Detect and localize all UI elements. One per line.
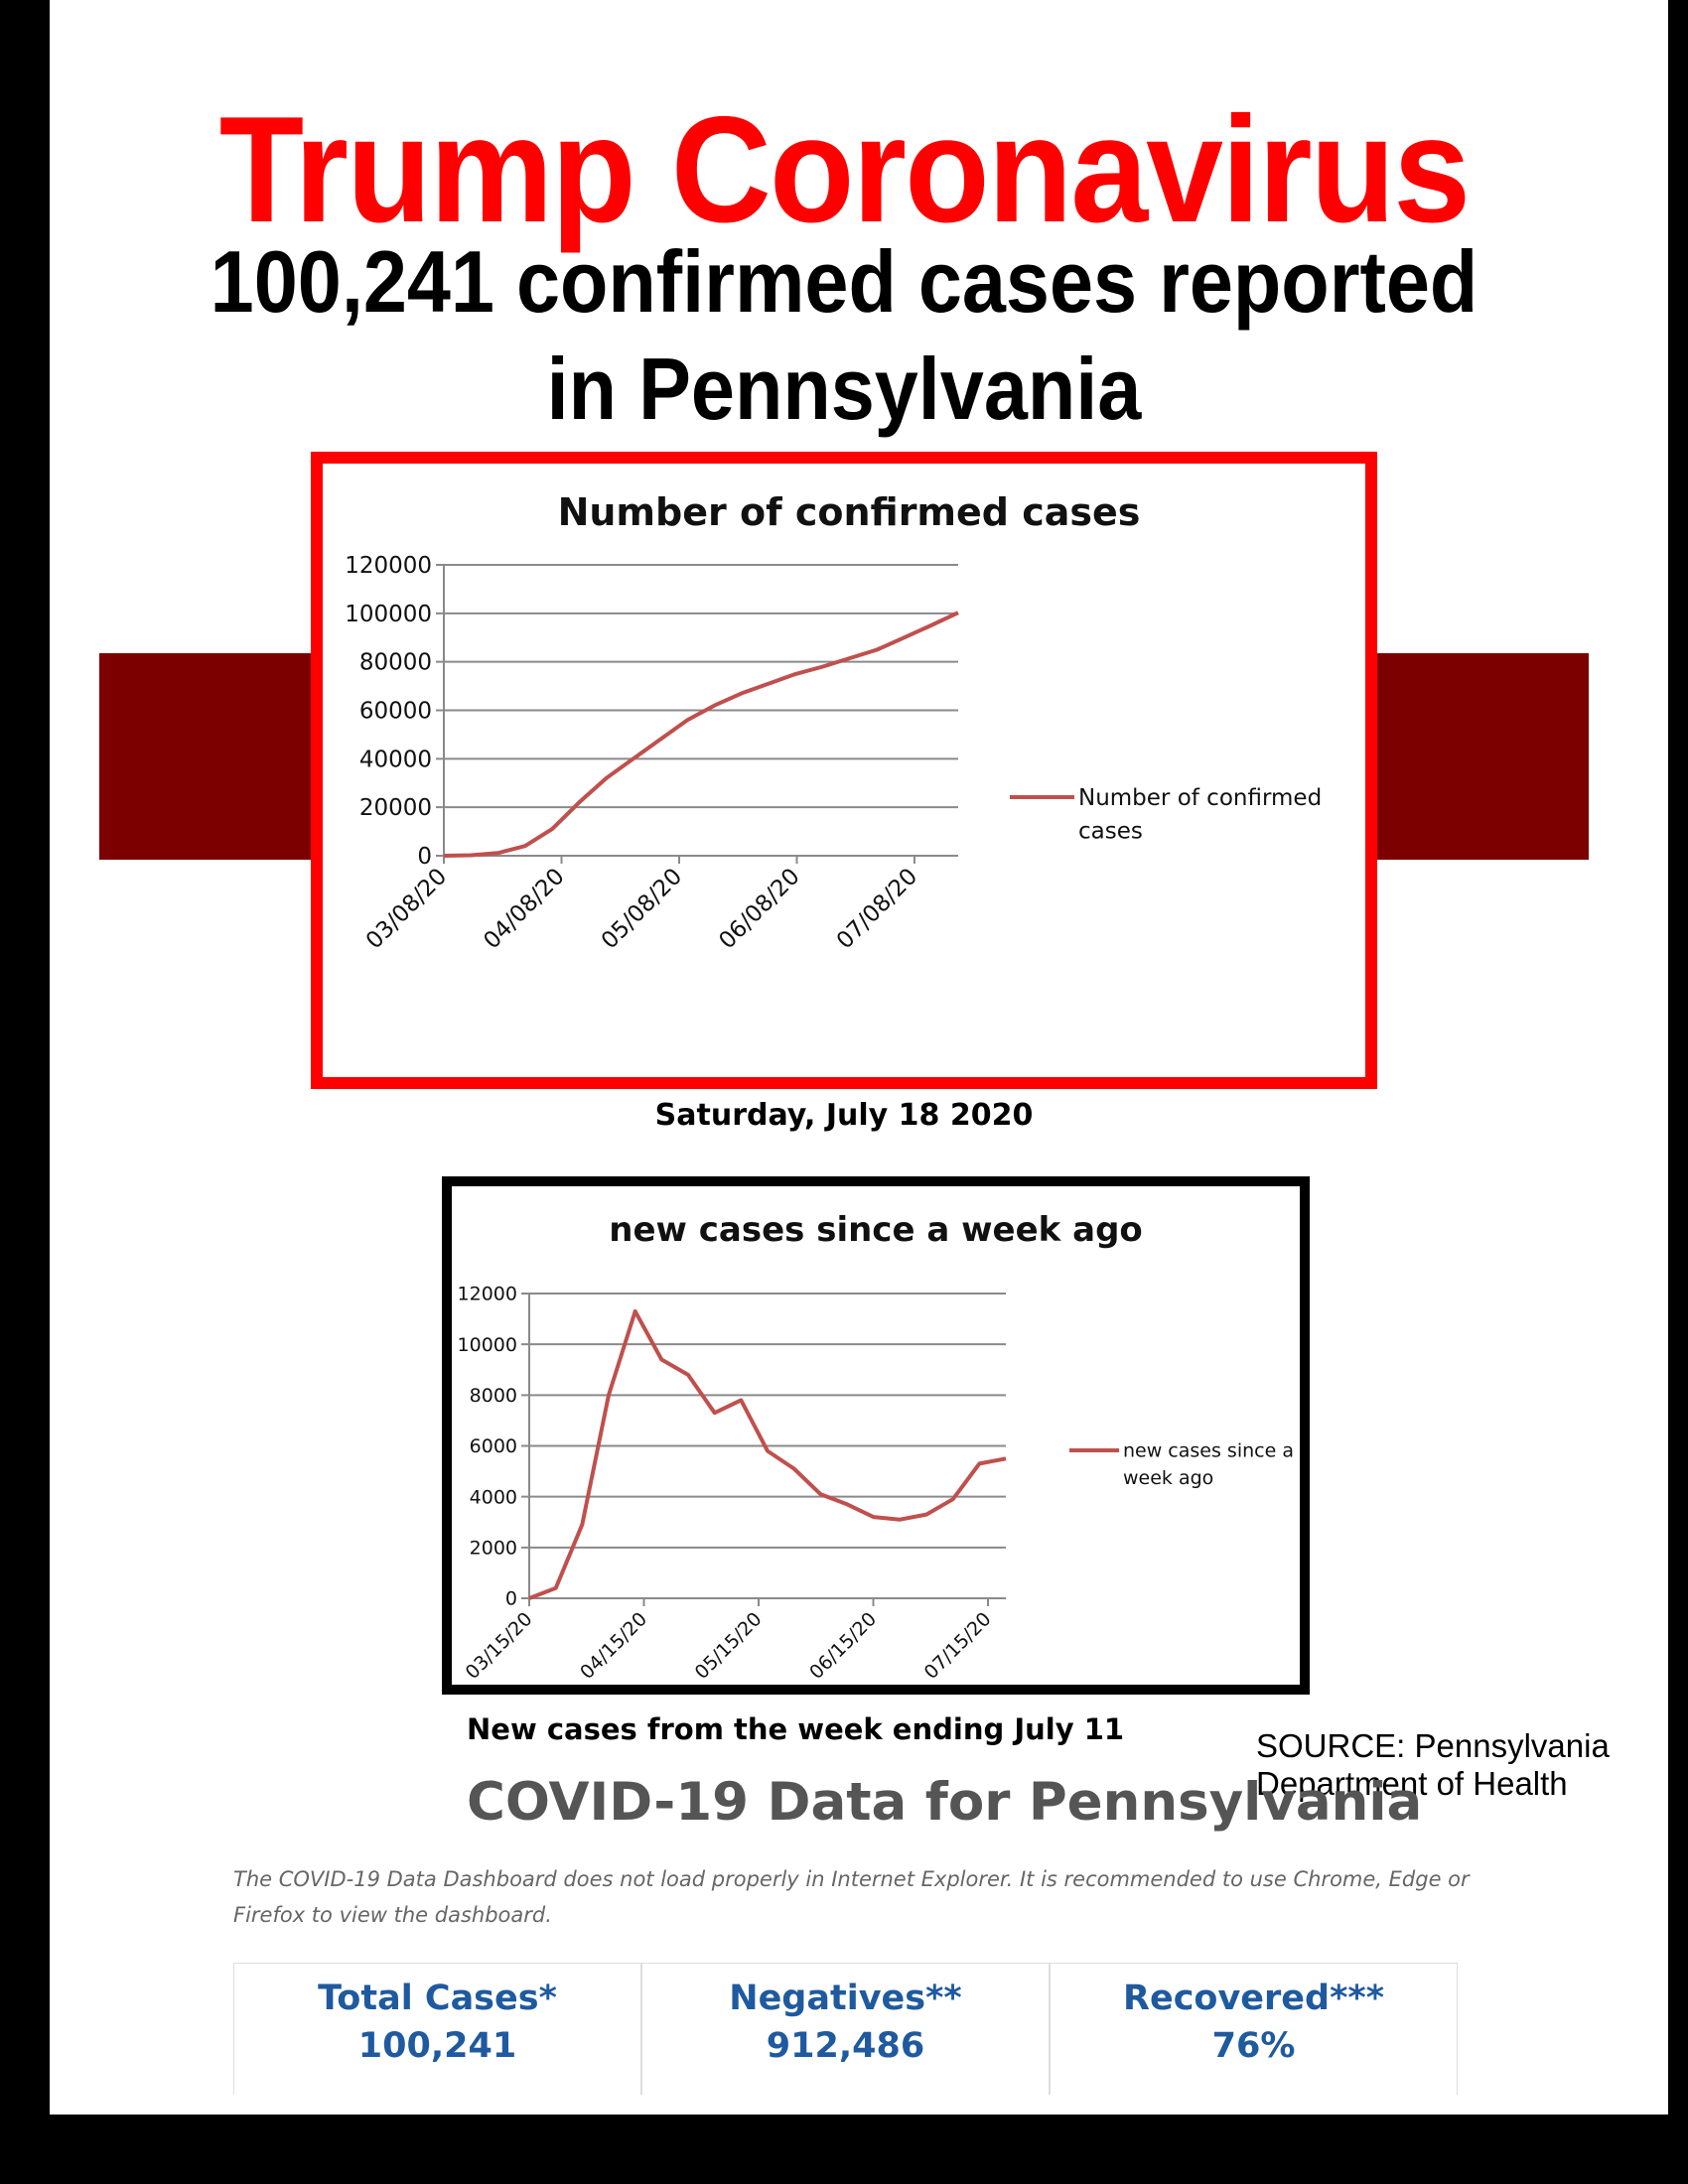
- stat-value: 76%: [1211, 2026, 1296, 2066]
- chart-title: Number of confirmed cases: [558, 490, 1141, 534]
- y-tick-label: 100000: [345, 602, 432, 627]
- x-tick-label: 07/15/20: [920, 1608, 996, 1684]
- y-tick-label: 60000: [359, 699, 432, 725]
- stat-label: Recovered***: [1123, 1979, 1384, 2018]
- y-tick-label: 0: [417, 844, 432, 870]
- chart-title: new cases since a week ago: [609, 1210, 1143, 1250]
- y-tick-label: 10000: [458, 1334, 517, 1356]
- y-tick-label: 80000: [359, 650, 432, 676]
- legend-label: new cases since a week ago: [1123, 1440, 1294, 1490]
- series-line: [528, 1308, 1007, 1600]
- confirmed-cases-chart-frame: Number of confirmed cases 0 20000 40000 6000…: [311, 452, 1377, 1089]
- new-cases-chart-frame: new cases since a week ago 0 2000 4000 6000 8…: [442, 1176, 1310, 1695]
- stat-negatives: Negatives** 912,486: [641, 1964, 1050, 2095]
- x-tick-label: 05/08/20: [597, 864, 687, 954]
- legend-label: Number of confirmed cases: [1078, 785, 1322, 844]
- decorative-band-left: [99, 653, 318, 860]
- y-tick-label: 2000: [470, 1537, 517, 1559]
- x-tick-label: 06/15/20: [805, 1608, 881, 1684]
- x-tick-label: 03/15/20: [462, 1608, 537, 1684]
- series-line: [443, 611, 959, 858]
- source-note: SOURCE: Pennsylvania Department of Healt…: [1256, 1727, 1610, 1803]
- y-tick-label: 12000: [458, 1284, 517, 1305]
- page-title: Trump Coronavirus: [218, 85, 1471, 254]
- chart1-caption: Saturday, July 18 2020: [654, 1098, 1034, 1133]
- y-tick-label: 120000: [345, 553, 432, 579]
- y-tick-label: 0: [505, 1588, 517, 1610]
- new-cases-chart: new cases since a week ago 0 2000 4000 6000 8…: [458, 1210, 1294, 1684]
- x-tick-label: 03/08/20: [361, 864, 452, 954]
- x-tick-label: 05/15/20: [691, 1608, 767, 1684]
- y-tick-label: 40000: [359, 747, 432, 772]
- stat-label: Total Cases*: [318, 1979, 557, 2018]
- stat-label: Negatives**: [729, 1979, 962, 2018]
- stat-recovered: Recovered*** 76%: [1050, 1964, 1458, 2095]
- x-tick-label: 07/08/20: [832, 864, 922, 954]
- chart2-caption: New cases from the week ending July 11: [467, 1712, 1125, 1746]
- browser-notice: The COVID-19 Data Dashboard does not loa…: [233, 1867, 1470, 1927]
- source-line-2: Department of Health: [1256, 1765, 1568, 1802]
- decorative-band-right: [1370, 653, 1589, 860]
- y-tick-label: 20000: [359, 795, 432, 821]
- subtitle-line-2: in Pennsylvania: [546, 340, 1142, 438]
- x-tick-label: 04/08/20: [479, 864, 569, 954]
- confirmed-cases-chart: Number of confirmed cases 0 20000 40000 6000…: [345, 490, 1322, 954]
- y-tick-label: 6000: [470, 1435, 517, 1457]
- x-tick-label: 04/15/20: [576, 1608, 651, 1684]
- page-subtitle: 100,241 confirmed cases reported in Penn…: [84, 228, 1604, 443]
- x-tick-label: 06/08/20: [714, 864, 804, 954]
- stats-panel: Total Cases* 100,241 Negatives** 912,486…: [233, 1963, 1458, 2095]
- stat-total-cases: Total Cases* 100,241: [233, 1964, 641, 2095]
- stat-value: 100,241: [357, 2026, 517, 2066]
- y-tick-label: 4000: [470, 1486, 517, 1508]
- source-line-1: SOURCE: Pennsylvania: [1256, 1727, 1610, 1764]
- y-tick-label: 8000: [470, 1385, 517, 1407]
- subtitle-line-1: 100,241 confirmed cases reported: [210, 232, 1478, 331]
- stat-value: 912,486: [766, 2026, 925, 2066]
- dashboard-title: COVID-19 Data for Pennsylvania: [467, 1772, 1423, 1833]
